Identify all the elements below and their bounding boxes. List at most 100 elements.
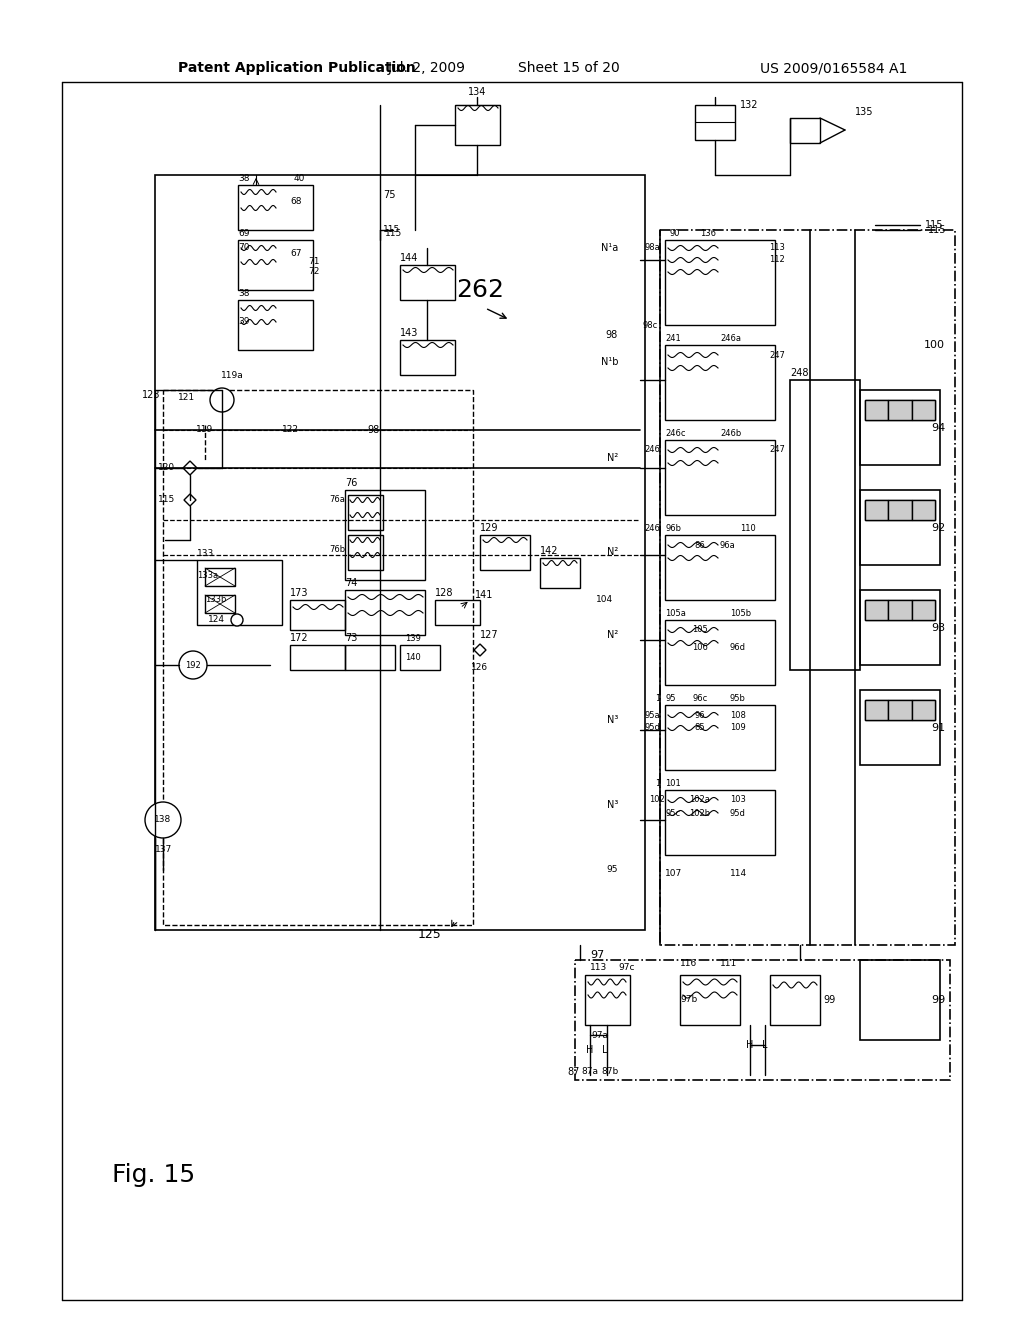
Text: 1: 1: [654, 779, 660, 788]
Text: 70: 70: [238, 243, 250, 252]
Text: 106: 106: [692, 644, 708, 652]
Text: 246: 246: [644, 446, 660, 454]
Text: 92: 92: [931, 523, 945, 533]
Text: 86: 86: [694, 540, 706, 549]
Bar: [911, 700, 935, 719]
Text: 173: 173: [290, 587, 308, 598]
Text: 108: 108: [730, 710, 745, 719]
Polygon shape: [474, 644, 486, 656]
Text: 142: 142: [540, 546, 558, 556]
Text: 136: 136: [700, 228, 716, 238]
Text: N³: N³: [606, 715, 618, 725]
Text: 115: 115: [385, 228, 402, 238]
Text: 99: 99: [931, 995, 945, 1005]
Text: 87a: 87a: [582, 1068, 598, 1077]
Text: 74: 74: [345, 578, 357, 587]
Text: 95d: 95d: [644, 723, 660, 733]
Bar: [345, 645, 395, 671]
Text: 128: 128: [435, 587, 454, 598]
Bar: [665, 620, 775, 685]
Text: 247: 247: [769, 446, 785, 454]
Bar: [435, 601, 480, 624]
Bar: [665, 535, 775, 601]
Text: 85: 85: [694, 723, 706, 733]
Text: 98a: 98a: [644, 243, 660, 252]
Text: 38: 38: [238, 174, 250, 183]
Text: 105: 105: [692, 626, 708, 635]
Bar: [911, 601, 935, 620]
Text: 116: 116: [680, 960, 697, 968]
Bar: [575, 960, 950, 1080]
Text: 133a: 133a: [197, 570, 218, 579]
Text: 101: 101: [665, 779, 681, 788]
Bar: [889, 500, 911, 520]
Text: 115: 115: [158, 495, 175, 504]
Text: 246: 246: [644, 524, 660, 533]
Text: Patent Application Publication: Patent Application Publication: [178, 61, 416, 75]
Text: 137: 137: [155, 846, 172, 854]
Circle shape: [210, 388, 234, 412]
Bar: [348, 495, 383, 531]
Text: 95: 95: [606, 866, 618, 874]
Text: 71: 71: [308, 257, 319, 267]
Text: 246c: 246c: [665, 429, 685, 438]
Text: 97b: 97b: [680, 995, 697, 1005]
Text: 100: 100: [924, 341, 945, 350]
Text: 109: 109: [730, 723, 745, 733]
Text: L: L: [762, 1040, 768, 1049]
Bar: [238, 240, 313, 290]
Text: 96d: 96d: [730, 644, 746, 652]
Bar: [155, 176, 645, 931]
Text: 105a: 105a: [665, 609, 686, 618]
Text: 133: 133: [197, 549, 214, 558]
Text: 246b: 246b: [720, 429, 741, 438]
Text: 111: 111: [720, 960, 737, 968]
Text: 119: 119: [197, 425, 214, 434]
Bar: [400, 265, 455, 300]
Text: 113: 113: [769, 243, 785, 252]
Bar: [290, 601, 345, 630]
Text: 94: 94: [931, 422, 945, 433]
Text: Jul. 2, 2009: Jul. 2, 2009: [388, 61, 466, 75]
Text: 115: 115: [383, 226, 400, 235]
Text: 72: 72: [308, 268, 319, 276]
Text: 69: 69: [238, 228, 250, 238]
Text: 76a: 76a: [329, 495, 345, 504]
Text: 246a: 246a: [720, 334, 741, 343]
Text: US 2009/0165584 A1: US 2009/0165584 A1: [760, 61, 907, 75]
Text: 132: 132: [740, 100, 759, 110]
Bar: [889, 601, 911, 620]
Text: 139: 139: [406, 634, 421, 643]
Text: 40: 40: [294, 174, 305, 183]
Text: N¹b: N¹b: [600, 356, 618, 367]
Bar: [400, 341, 455, 375]
Bar: [865, 601, 935, 620]
Text: 87: 87: [567, 1067, 580, 1077]
Text: 95b: 95b: [730, 694, 745, 704]
Text: 112: 112: [769, 256, 785, 264]
Text: 133b: 133b: [205, 595, 226, 605]
Bar: [205, 595, 234, 612]
Bar: [860, 490, 940, 565]
Bar: [480, 535, 530, 570]
Text: 95: 95: [665, 694, 676, 704]
Text: 141: 141: [475, 590, 494, 601]
Text: 99: 99: [823, 995, 836, 1005]
Bar: [865, 601, 889, 620]
Text: 248: 248: [790, 368, 809, 378]
Bar: [680, 975, 740, 1026]
Bar: [585, 975, 630, 1026]
Bar: [345, 490, 425, 579]
Polygon shape: [183, 461, 197, 475]
Text: 73: 73: [345, 634, 357, 643]
Text: 103: 103: [730, 796, 745, 804]
Text: 115: 115: [925, 220, 943, 230]
Bar: [865, 500, 935, 520]
Bar: [865, 700, 935, 719]
Text: 96: 96: [694, 710, 706, 719]
Text: 119a: 119a: [220, 371, 244, 380]
Text: 93: 93: [931, 623, 945, 634]
Text: 143: 143: [400, 327, 419, 338]
Bar: [695, 106, 735, 140]
Text: 97a: 97a: [592, 1031, 608, 1040]
